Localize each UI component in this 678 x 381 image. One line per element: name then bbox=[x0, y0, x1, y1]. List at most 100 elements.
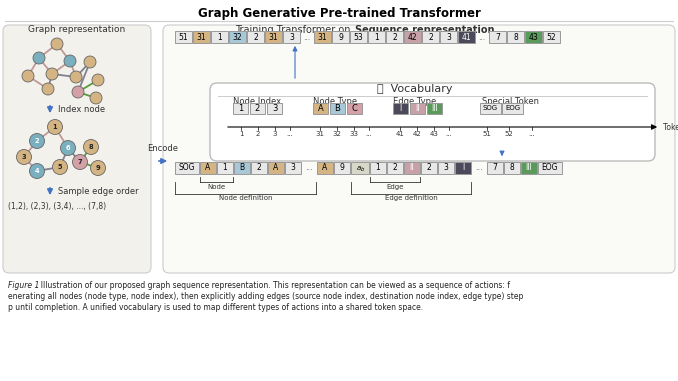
Text: 2: 2 bbox=[426, 163, 431, 173]
Text: A: A bbox=[205, 163, 211, 173]
Circle shape bbox=[52, 160, 68, 174]
Text: 31: 31 bbox=[268, 32, 278, 42]
Text: I: I bbox=[462, 163, 464, 173]
FancyBboxPatch shape bbox=[487, 162, 503, 174]
Text: EOG: EOG bbox=[505, 106, 520, 112]
FancyBboxPatch shape bbox=[233, 103, 248, 114]
FancyBboxPatch shape bbox=[507, 31, 524, 43]
FancyBboxPatch shape bbox=[234, 162, 250, 174]
Text: 7: 7 bbox=[495, 32, 500, 42]
FancyBboxPatch shape bbox=[251, 162, 267, 174]
FancyBboxPatch shape bbox=[387, 162, 403, 174]
Text: Edge: Edge bbox=[386, 184, 403, 190]
Text: 6: 6 bbox=[66, 145, 71, 151]
Text: 32: 32 bbox=[333, 131, 342, 137]
FancyBboxPatch shape bbox=[265, 31, 282, 43]
Text: ...: ... bbox=[529, 131, 536, 137]
FancyBboxPatch shape bbox=[313, 103, 328, 114]
Text: 3: 3 bbox=[446, 32, 451, 42]
FancyBboxPatch shape bbox=[543, 31, 560, 43]
Text: Node: Node bbox=[207, 184, 226, 190]
Text: Figure 1: Figure 1 bbox=[8, 281, 39, 290]
FancyBboxPatch shape bbox=[250, 103, 265, 114]
FancyBboxPatch shape bbox=[268, 162, 284, 174]
FancyBboxPatch shape bbox=[404, 162, 420, 174]
FancyBboxPatch shape bbox=[440, 31, 457, 43]
FancyBboxPatch shape bbox=[351, 162, 369, 174]
Text: Sample edge order: Sample edge order bbox=[58, 187, 138, 197]
FancyBboxPatch shape bbox=[368, 31, 385, 43]
FancyBboxPatch shape bbox=[350, 31, 367, 43]
FancyBboxPatch shape bbox=[422, 31, 439, 43]
Text: 2: 2 bbox=[253, 32, 258, 42]
Text: EOG: EOG bbox=[542, 163, 558, 173]
Text: Edge Type: Edge Type bbox=[393, 96, 437, 106]
Text: B: B bbox=[334, 104, 340, 113]
FancyBboxPatch shape bbox=[247, 31, 264, 43]
Text: 53: 53 bbox=[354, 32, 363, 42]
Circle shape bbox=[84, 56, 96, 68]
Text: III: III bbox=[525, 163, 532, 173]
FancyBboxPatch shape bbox=[370, 162, 386, 174]
Text: 42: 42 bbox=[407, 32, 418, 42]
FancyBboxPatch shape bbox=[193, 31, 210, 43]
Text: 1: 1 bbox=[239, 131, 243, 137]
Text: SOG: SOG bbox=[483, 106, 498, 112]
Text: 7: 7 bbox=[78, 159, 82, 165]
FancyBboxPatch shape bbox=[217, 162, 233, 174]
Circle shape bbox=[72, 86, 84, 98]
Text: 2: 2 bbox=[255, 104, 260, 113]
FancyBboxPatch shape bbox=[502, 103, 523, 114]
Text: 2: 2 bbox=[392, 32, 397, 42]
Text: 42: 42 bbox=[413, 131, 421, 137]
FancyBboxPatch shape bbox=[386, 31, 403, 43]
Circle shape bbox=[16, 149, 31, 165]
FancyBboxPatch shape bbox=[538, 162, 562, 174]
FancyBboxPatch shape bbox=[404, 31, 421, 43]
Text: 5: 5 bbox=[58, 164, 62, 170]
Circle shape bbox=[73, 155, 87, 170]
Text: 9: 9 bbox=[340, 163, 344, 173]
Text: 9: 9 bbox=[338, 32, 343, 42]
Text: 9: 9 bbox=[96, 165, 100, 171]
Text: Sequence representation: Sequence representation bbox=[355, 25, 494, 35]
FancyBboxPatch shape bbox=[504, 162, 520, 174]
FancyBboxPatch shape bbox=[410, 103, 425, 114]
Text: Token ID: Token ID bbox=[663, 123, 678, 131]
Text: Edge definition: Edge definition bbox=[384, 195, 437, 201]
FancyBboxPatch shape bbox=[229, 31, 246, 43]
Circle shape bbox=[47, 120, 62, 134]
Text: Node Index: Node Index bbox=[233, 96, 281, 106]
Circle shape bbox=[51, 38, 63, 50]
FancyBboxPatch shape bbox=[332, 31, 349, 43]
FancyBboxPatch shape bbox=[438, 162, 454, 174]
Text: 2: 2 bbox=[257, 163, 262, 173]
Text: Node definition: Node definition bbox=[219, 195, 273, 201]
Text: III: III bbox=[431, 104, 438, 113]
FancyBboxPatch shape bbox=[525, 31, 542, 43]
Text: SOG: SOG bbox=[179, 163, 195, 173]
Text: ...: ... bbox=[479, 32, 485, 42]
Circle shape bbox=[60, 141, 75, 155]
Text: 8: 8 bbox=[510, 163, 515, 173]
Circle shape bbox=[30, 163, 45, 179]
Text: 3: 3 bbox=[291, 163, 296, 173]
Text: I: I bbox=[399, 104, 401, 113]
Text: C: C bbox=[352, 104, 357, 113]
Text: 43: 43 bbox=[529, 32, 538, 42]
Text: ...: ... bbox=[287, 131, 294, 137]
FancyBboxPatch shape bbox=[175, 31, 192, 43]
FancyBboxPatch shape bbox=[455, 162, 471, 174]
Text: 41: 41 bbox=[462, 32, 471, 42]
Text: Index node: Index node bbox=[58, 106, 105, 115]
Circle shape bbox=[90, 160, 106, 176]
FancyBboxPatch shape bbox=[521, 162, 537, 174]
Text: A: A bbox=[317, 104, 323, 113]
Text: 31: 31 bbox=[197, 32, 206, 42]
Text: Graph representation: Graph representation bbox=[28, 26, 125, 35]
Circle shape bbox=[42, 83, 54, 95]
Text: 1: 1 bbox=[376, 163, 380, 173]
Circle shape bbox=[33, 52, 45, 64]
Text: 📖  Vocabulary: 📖 Vocabulary bbox=[377, 84, 453, 94]
Text: 2: 2 bbox=[393, 163, 397, 173]
